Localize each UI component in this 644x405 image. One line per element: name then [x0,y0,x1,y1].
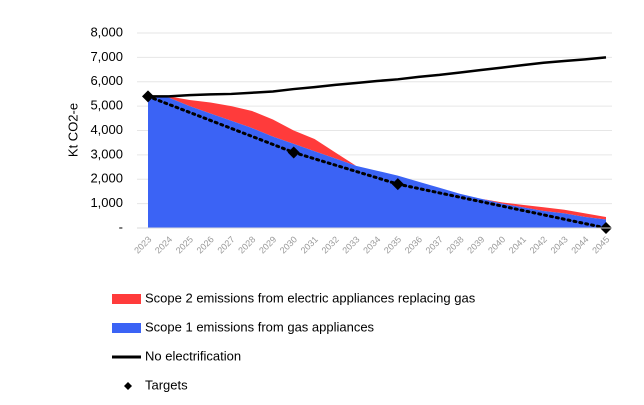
x-tick-label: 2035 [382,234,403,255]
legend-label: Scope 1 emissions from gas appliances [145,319,375,334]
x-tick-label: 2023 [132,234,153,255]
x-tick-label: 2036 [403,234,424,255]
x-tick-label: 2037 [424,234,445,255]
x-tick-label: 2039 [465,234,486,255]
x-tick-label: 2042 [528,234,549,255]
y-tick-label: 1,000 [90,195,123,210]
y-tick-label: 3,000 [90,146,123,161]
x-tick-label: 2044 [569,234,590,255]
x-tick-label: 2045 [590,234,611,255]
x-tick-label: 2043 [549,234,570,255]
x-tick-label: 2034 [361,234,382,255]
y-tick-label: 2,000 [90,171,123,186]
legend-swatch [112,323,141,333]
x-tick-label: 2038 [444,234,465,255]
target-marker [142,90,154,103]
x-tick-label: 2031 [299,234,320,255]
y-tick-label: 8,000 [90,24,123,39]
x-tick-label: 2030 [278,234,299,255]
legend-label: Scope 2 emissions from electric applianc… [145,290,476,305]
target-trajectory [292,150,400,186]
target-marker [287,146,300,159]
x-tick-label: 2024 [153,234,174,255]
y-tick-label: 6,000 [90,73,123,88]
x-tick-label: 2029 [257,234,278,255]
target-trajectory [146,94,296,154]
target-trajectory [396,182,608,230]
y-axis-label: Kt CO2-e [65,103,80,157]
area [148,96,606,220]
y-tick-label: 4,000 [90,122,123,137]
x-tick-label: 2032 [320,234,341,255]
area [148,96,606,228]
x-tick-label: 2040 [486,234,507,255]
y-tick-label: 7,000 [90,49,123,64]
target-marker [391,178,404,191]
x-tick-label: 2027 [215,234,236,255]
x-tick-label: 2025 [174,234,195,255]
legend-swatch [124,382,132,390]
y-tick-label: 5,000 [90,98,123,113]
line [148,56,607,98]
x-tick-label: 2041 [507,234,528,255]
y-tick-label: - [119,219,123,234]
legend-label: No electrification [145,348,241,363]
x-tick-label: 2028 [236,234,257,255]
x-tick-label: 2033 [340,234,361,255]
x-tick-label: 2026 [195,234,216,255]
legend-swatch [112,294,141,304]
legend-label: Targets [145,377,188,392]
